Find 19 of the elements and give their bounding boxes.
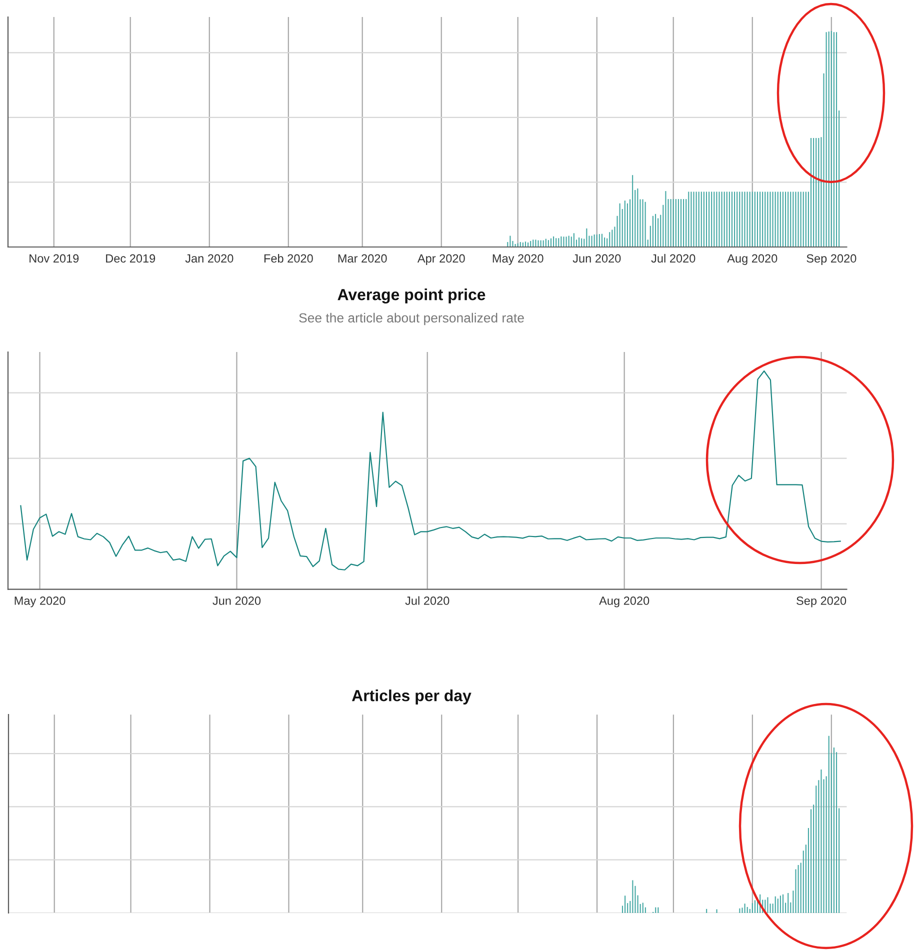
chart-title: Average point price: [338, 288, 486, 304]
x-tick-label: Aug 2020: [727, 254, 778, 265]
x-tick-label: Jul 2020: [651, 254, 696, 263]
chart-title: Articles per day: [352, 690, 472, 704]
x-tick-label: Aug 2020: [599, 596, 650, 608]
x-tick-label: May 2020: [492, 254, 544, 265]
x-tick-label: Nov 2019: [30, 254, 79, 263]
x-tick-label: Jun 2020: [572, 254, 621, 263]
x-tick-label: Feb 2020: [264, 254, 313, 263]
x-tick-label: Sep 2020: [806, 254, 856, 265]
x-tick-label: Mar 2020: [338, 254, 387, 263]
x-tick-label: Apr 2020: [417, 254, 465, 265]
x-tick-label: Jun 2020: [212, 596, 261, 605]
x-tick-label: Jan 2020: [185, 254, 234, 263]
chart-subtitle: See the article about personalized rate: [299, 312, 524, 326]
x-tick-label: May 2020: [14, 596, 66, 608]
x-tick-label: Jul 2020: [405, 596, 450, 605]
x-tick-label: Dec 2019: [106, 254, 156, 263]
x-tick-label: Sep 2020: [796, 596, 846, 608]
